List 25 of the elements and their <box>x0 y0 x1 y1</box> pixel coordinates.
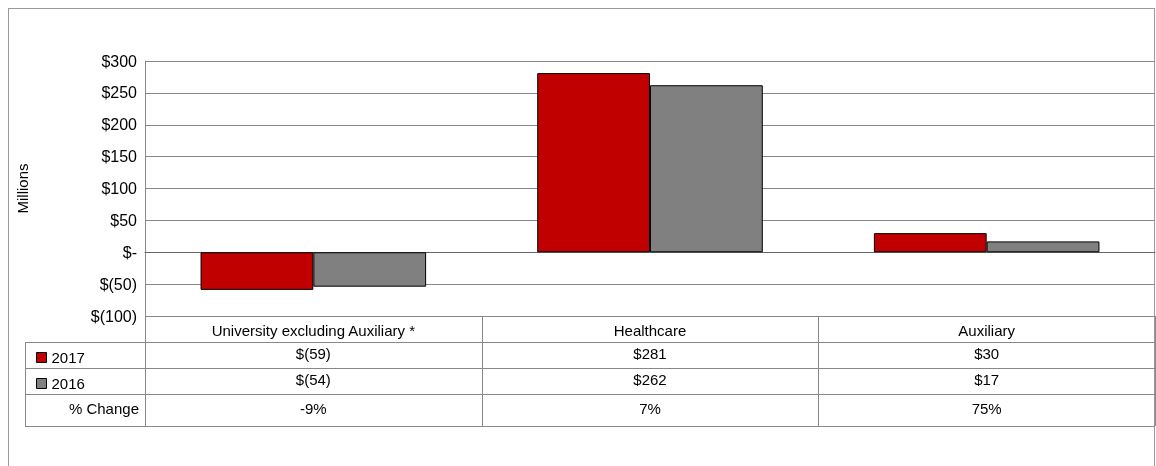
x-tick-label: University excluding Auxiliary * <box>211 322 416 339</box>
x-tick-label: Healthcare <box>613 322 687 339</box>
y-tick-label: $100 <box>101 180 138 197</box>
legend-label: 2017 <box>51 349 85 366</box>
y-tick-label: $300 <box>101 52 138 70</box>
y-axis-title: Millions <box>14 163 31 214</box>
y-tick-label: $200 <box>101 116 138 134</box>
y-tick-label: $150 <box>101 148 138 166</box>
y-tick-label: $(50) <box>99 275 137 293</box>
text: % Change <box>67 400 139 419</box>
data-label: $17 <box>973 371 1001 390</box>
text: 7% <box>638 400 662 419</box>
y-tick-label: $- <box>122 243 137 261</box>
data-label: $262 <box>632 371 668 390</box>
y-tick-label: $(100) <box>90 307 137 325</box>
data-label: $(54) <box>294 371 332 390</box>
data-label: $(59) <box>294 345 332 364</box>
data-label: $281 <box>632 345 668 364</box>
text: 75% <box>970 400 1003 419</box>
x-tick-label: Auxiliary <box>958 322 1016 339</box>
y-tick-label: $250 <box>101 84 138 102</box>
data-label: $30 <box>973 345 1001 364</box>
text: -9% <box>299 400 328 419</box>
legend-label: 2016 <box>51 375 85 392</box>
y-tick-label: $50 <box>110 211 138 229</box>
